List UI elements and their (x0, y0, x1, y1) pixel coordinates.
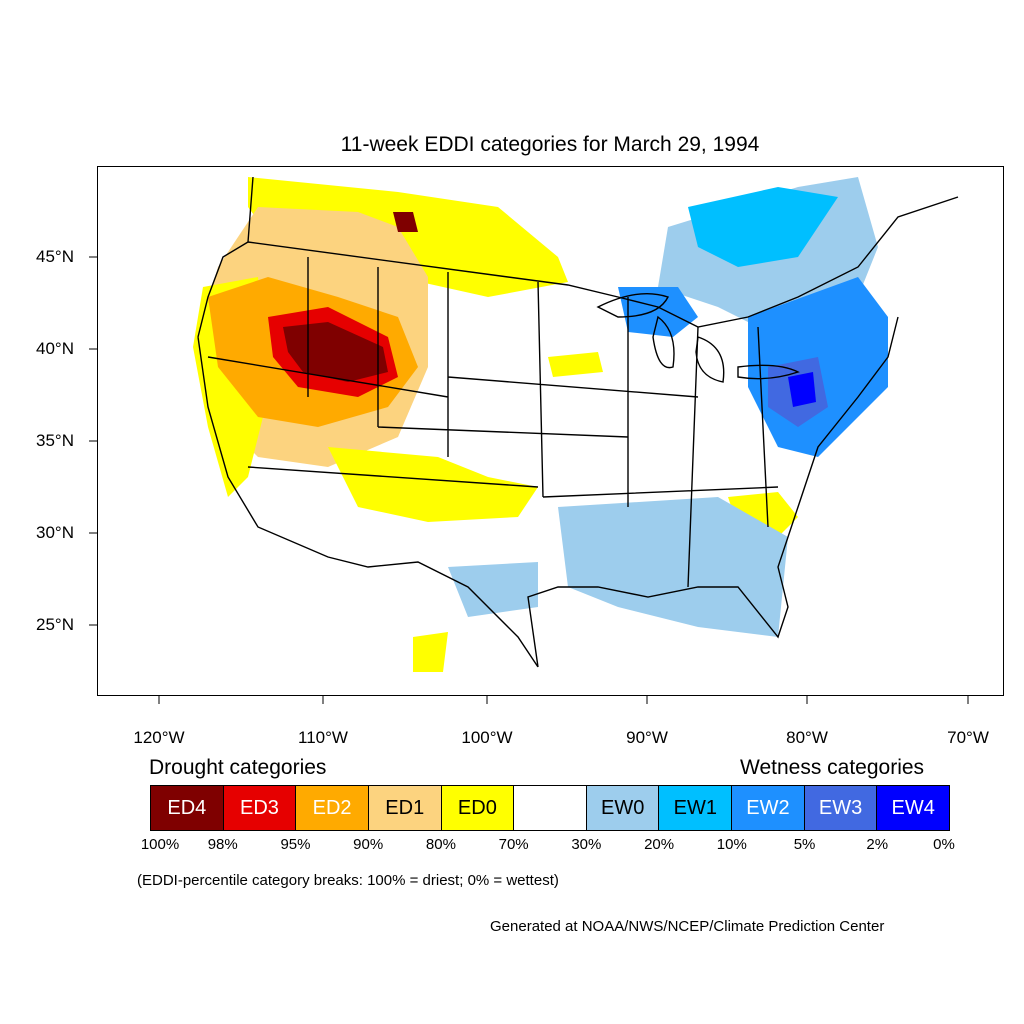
legend-cell-ew0: EW0 (586, 786, 660, 830)
legend-cell-neutral (514, 786, 587, 830)
borders (197, 176, 959, 668)
lon-label-70: 70°W (947, 728, 989, 747)
map-title: 11-week EDDI categories for March 29, 19… (340, 133, 760, 156)
lon-label-120: 120°W (133, 728, 185, 747)
legend-cell-ed3: ED3 (223, 786, 297, 830)
break-label: 95% (280, 836, 311, 853)
state-lines (207, 257, 779, 588)
break-label: 20% (644, 836, 675, 853)
break-label: 100% (140, 836, 180, 853)
region-mexico-drought (413, 632, 448, 672)
legend-cell-ed0: ED0 (441, 786, 515, 830)
credit-line: Generated at NOAA/NWS/NCEP/Climate Predi… (490, 918, 885, 935)
break-label: 90% (353, 836, 384, 853)
legend-cell-ew1: EW1 (659, 786, 733, 830)
region-northern-plains-drought (248, 177, 568, 297)
break-label: 2% (866, 836, 889, 853)
lat-label-40: 40°N (36, 339, 74, 358)
wetness-categories-heading: Wetness categories (740, 756, 925, 779)
region-south-texas-wetness (448, 562, 538, 617)
break-label: 70% (498, 836, 529, 853)
break-label: 10% (716, 836, 747, 853)
break-label: 80% (425, 836, 456, 853)
legend-cell-ew2: EW2 (732, 786, 805, 830)
break-label: 0% (933, 836, 955, 853)
legend-cell-ed4: ED4 (151, 786, 224, 830)
legend-cell-ed2: ED2 (296, 786, 369, 830)
lon-label-80: 80°W (786, 728, 828, 747)
legend-note: (EDDI-percentile category breaks: 100% =… (137, 872, 559, 889)
drought-categories-heading: Drought categories (149, 756, 327, 779)
region-utah-wyoming-drought-core (283, 322, 388, 382)
category-legend-bar: ED4 ED3 ED2 ED1 ED0 EW0 EW1 EW2 EW3 EW4 (150, 785, 950, 831)
region-gulf-coast-wetness (558, 497, 788, 637)
axis-ticks (89, 256, 969, 704)
break-label: 98% (207, 836, 238, 853)
region-iowa-drought (548, 352, 603, 377)
us-category-map (193, 176, 959, 672)
lat-label-30: 30°N (36, 523, 74, 542)
break-label: 5% (793, 836, 816, 853)
region-small-drought-nd (393, 212, 418, 232)
lon-label-100: 100°W (461, 728, 513, 747)
great-lakes (596, 292, 800, 383)
region-southwest-drought (328, 447, 538, 522)
eddi-map (97, 166, 1004, 696)
legend-cell-ew4: EW4 (877, 786, 950, 830)
lat-label-25: 25°N (36, 615, 74, 634)
break-label: 30% (571, 836, 602, 853)
legend-cell-ew3: EW3 (804, 786, 878, 830)
legend-cell-ed1: ED1 (368, 786, 442, 830)
region-upper-midwest-wetness-ew1 (688, 187, 838, 267)
region-michigan-wetness (618, 287, 698, 337)
region-mid-atlantic-core (788, 372, 816, 407)
lon-label-110: 110°W (298, 728, 348, 747)
lon-label-90: 90°W (626, 728, 668, 747)
lat-label-45: 45°N (36, 247, 74, 266)
lat-label-35: 35°N (36, 431, 74, 450)
